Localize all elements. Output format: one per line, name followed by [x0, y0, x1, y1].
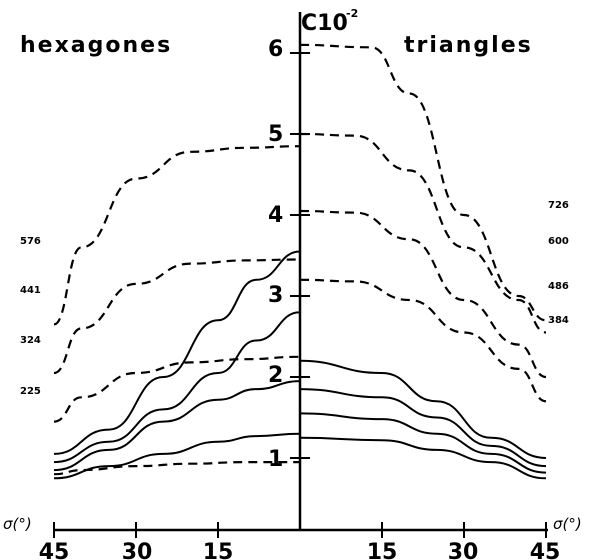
solid-curve-triangles-2: [299, 388, 547, 468]
x-axis-symbol-right: σ(°): [553, 515, 582, 533]
y-tick-label-1: 1: [268, 447, 283, 472]
curve-label-576: 576: [20, 236, 41, 247]
solid-curve-hexagones-2: [53, 311, 301, 464]
curve-label-324: 324: [20, 335, 41, 346]
panel-title-hexagones: hexagones: [20, 33, 172, 58]
dashed-curve-triangles-384: [299, 278, 547, 403]
y-tick-label-3: 3: [268, 283, 283, 308]
dashed-curve-hexagones-324: [53, 355, 301, 423]
dashed-curve-triangles-600: [299, 132, 547, 334]
curve-label-726: 726: [548, 200, 569, 211]
y-axis-label: C10: [301, 11, 348, 36]
x-tick-label-left-15: 15: [203, 540, 234, 560]
curve-label-441: 441: [20, 285, 41, 296]
dashed-curve-triangles-726: [299, 43, 547, 322]
x-tick-label-right-30: 30: [448, 540, 479, 560]
curve-label-225: 225: [20, 386, 41, 397]
curve-label-486: 486: [548, 281, 569, 292]
dashed-curve-hexagones-225: [53, 461, 300, 476]
dashed-curve-hexagones-576: [53, 145, 301, 326]
chart-lines: [53, 43, 547, 538]
y-tick-label-6: 6: [268, 37, 283, 62]
solid-curve-triangles-4: [299, 436, 547, 480]
solid-curve-triangles-3: [299, 412, 547, 474]
y-tick-label-5: 5: [268, 122, 283, 147]
x-tick-label-left-30: 30: [122, 540, 153, 560]
curve-label-600: 600: [548, 236, 569, 247]
y-tick-label-4: 4: [268, 203, 283, 228]
y-axis-exponent: -2: [346, 7, 358, 20]
x-tick-label-right-45: 45: [530, 540, 561, 560]
solid-curve-hexagones-3: [53, 380, 301, 472]
solid-curve-hexagones-1: [53, 250, 301, 455]
curve-label-384: 384: [548, 315, 569, 326]
dashed-curve-hexagones-441: [53, 258, 301, 375]
dashed-curve-triangles-486: [299, 209, 547, 379]
y-tick-label-2: 2: [268, 363, 283, 388]
x-tick-label-right-15: 15: [367, 540, 398, 560]
solid-curve-triangles-1: [299, 359, 547, 459]
x-axis-symbol-left: σ(°): [3, 515, 32, 533]
panel-title-triangles: triangles: [404, 33, 533, 58]
x-tick-label-left-45: 45: [39, 540, 70, 560]
solid-curve-hexagones-4: [53, 432, 301, 480]
